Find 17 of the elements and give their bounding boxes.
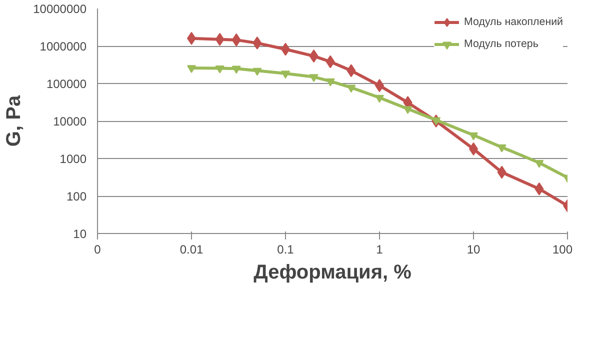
y-axis-title: G, Pa [3, 94, 26, 147]
y-tick-label: 10000 [53, 114, 87, 128]
x-tick-label: 0 [94, 242, 102, 256]
legend-label: Модуль накоплений [464, 16, 563, 28]
x-tick-label: 100 [552, 242, 573, 256]
x-tick-label: 1 [376, 242, 384, 256]
x-tick-label: 0.01 [180, 242, 204, 256]
y-tick-label: 1000000 [40, 40, 87, 54]
x-tick-label: 10 [466, 242, 480, 256]
legend-label: Модуль потерь [464, 38, 538, 50]
y-tick-label: 10000000 [33, 2, 87, 16]
x-axis-title: Деформация, % [254, 262, 412, 284]
y-tick-label: 1000 [60, 152, 87, 166]
y-tick-label: 100 [66, 190, 87, 204]
y-tick-label: 10 [73, 227, 87, 241]
x-tick-label: 0.1 [277, 242, 294, 256]
y-tick-label: 100000 [46, 77, 87, 91]
